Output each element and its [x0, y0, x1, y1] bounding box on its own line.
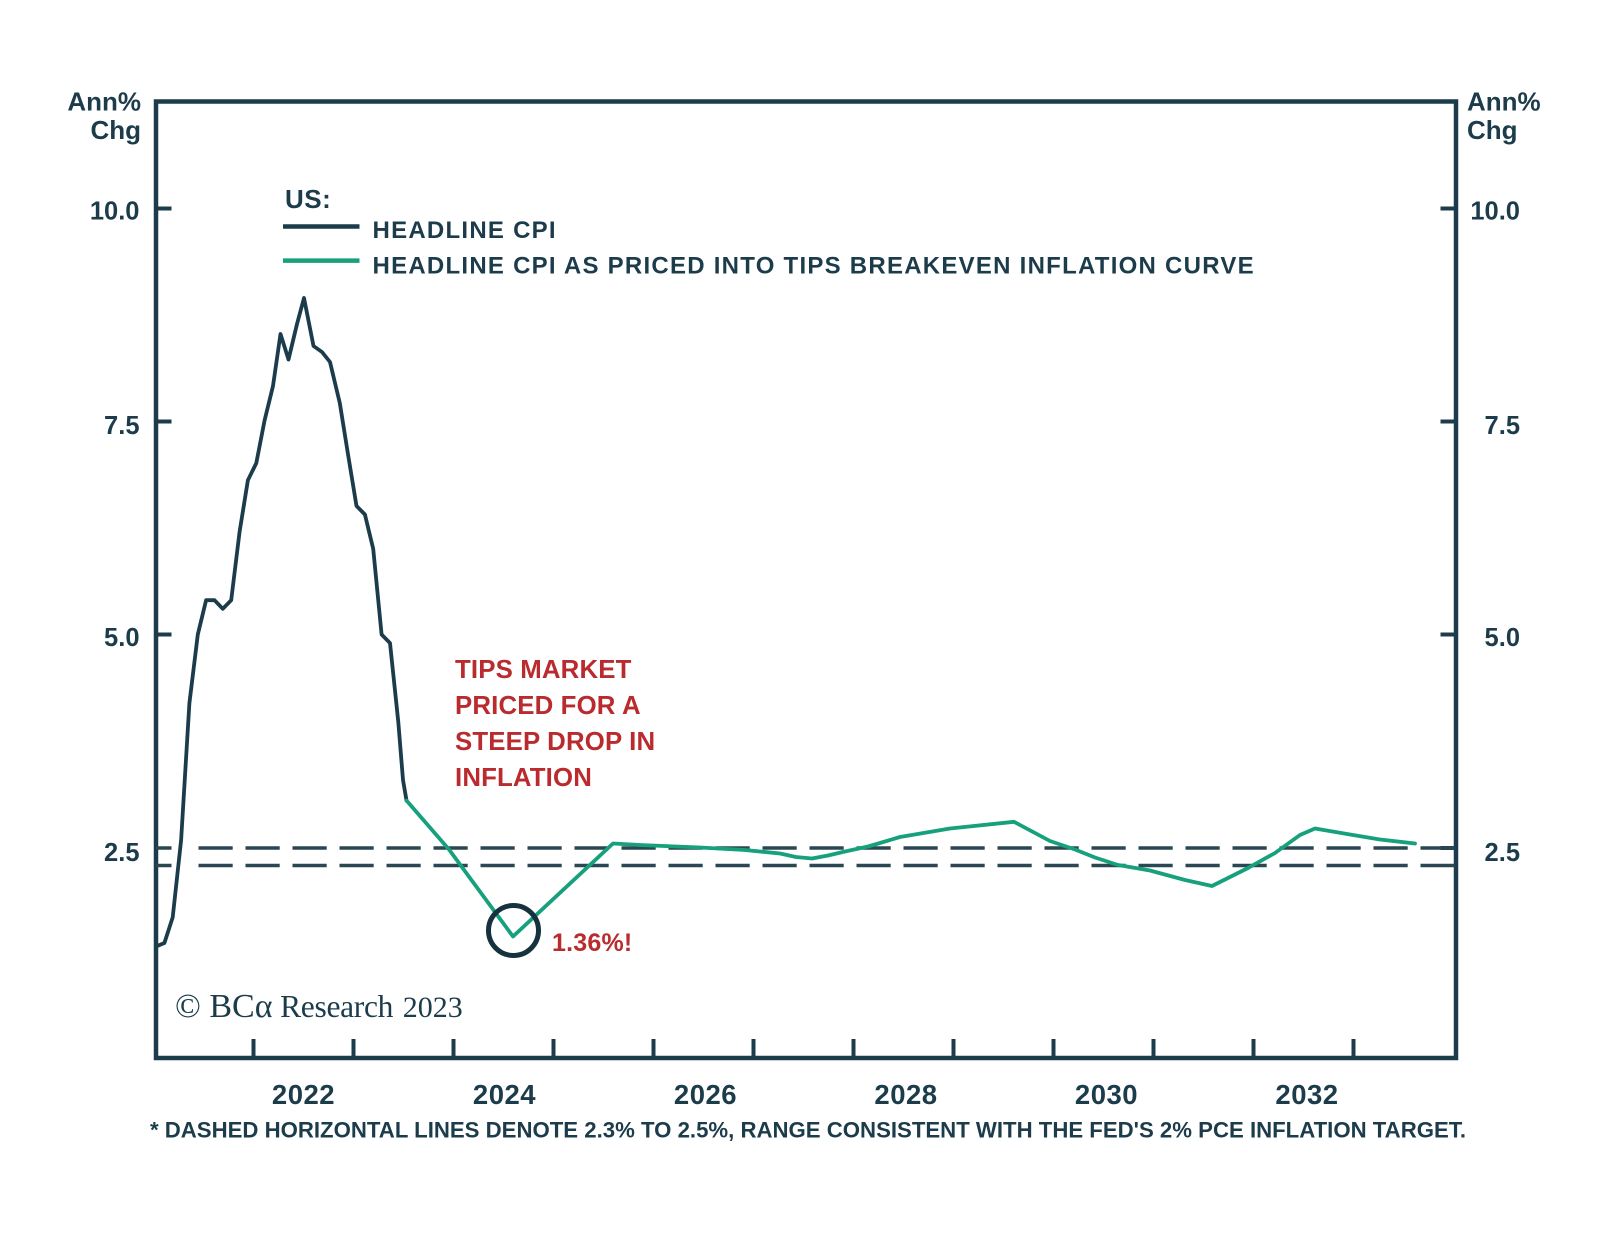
svg-text:PRICED FOR A: PRICED FOR A: [455, 692, 641, 720]
svg-text:Chg: Chg: [90, 115, 141, 145]
svg-text:10.0: 10.0: [90, 198, 140, 226]
svg-text:HEADLINE CPI AS PRICED INTO TI: HEADLINE CPI AS PRICED INTO TIPS BREAKEV…: [373, 253, 1255, 280]
svg-text:© BCα Research 2023: © BCα Research 2023: [175, 988, 463, 1025]
svg-text:Chg: Chg: [1467, 115, 1518, 145]
svg-text:HEADLINE CPI: HEADLINE CPI: [373, 217, 557, 244]
svg-text:* DASHED HORIZONTAL LINES DENO: * DASHED HORIZONTAL LINES DENOTE 2.3% TO…: [150, 1118, 1466, 1143]
svg-text:INFLATION: INFLATION: [455, 764, 592, 792]
svg-text:7.5: 7.5: [1485, 412, 1520, 440]
svg-text:Ann%: Ann%: [1467, 87, 1541, 117]
svg-text:TIPS MARKET: TIPS MARKET: [455, 656, 632, 684]
svg-text:5.0: 5.0: [104, 624, 139, 652]
svg-text:2.5: 2.5: [104, 839, 139, 867]
svg-text:US:: US:: [285, 184, 331, 214]
svg-text:10.0: 10.0: [1470, 198, 1520, 226]
svg-text:2022: 2022: [272, 1079, 335, 1110]
svg-text:2024: 2024: [473, 1079, 536, 1110]
svg-text:2032: 2032: [1275, 1079, 1338, 1110]
svg-text:2028: 2028: [874, 1079, 937, 1110]
svg-text:STEEP DROP IN: STEEP DROP IN: [455, 728, 655, 756]
svg-text:1.36%!: 1.36%!: [552, 929, 632, 957]
svg-text:Ann%: Ann%: [67, 87, 141, 117]
svg-text:2030: 2030: [1075, 1079, 1138, 1110]
svg-text:2026: 2026: [674, 1079, 737, 1110]
svg-text:7.5: 7.5: [104, 412, 139, 440]
svg-text:5.0: 5.0: [1485, 624, 1520, 652]
svg-text:2.5: 2.5: [1485, 839, 1520, 867]
